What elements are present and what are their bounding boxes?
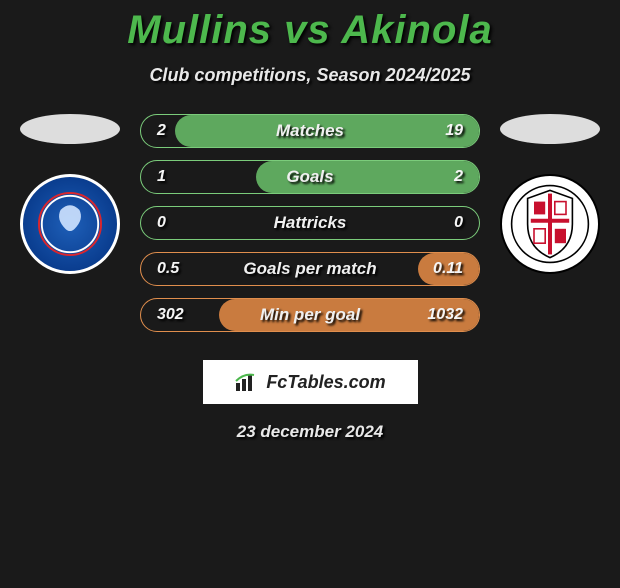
watermark-text: FcTables.com [266,372,385,393]
stat-row: 2 Matches 19 [140,114,480,148]
stat-row: 1 Goals 2 [140,160,480,194]
watermark: FcTables.com [203,360,418,404]
stat-label: Goals per match [243,259,376,279]
stats-list: 2 Matches 19 1 Goals 2 0 Hattricks 0 0.5 Goals per… [140,114,480,332]
bars-icon [234,371,260,393]
stat-row: 302 Min per goal 1032 [140,298,480,332]
player-left-column [20,114,120,274]
page-title: Mullins vs Akinola [0,8,620,53]
stat-row: 0 Hattricks 0 [140,206,480,240]
club-badge-right [500,174,600,274]
stat-value-left: 0.5 [157,260,179,278]
stat-label: Goals [286,167,333,187]
shield-lion-icon [23,177,117,271]
stat-value-right: 0.11 [433,260,463,278]
stat-value-left: 0 [157,214,166,232]
player-left-photo [20,114,120,144]
shield-cross-icon [510,184,590,264]
stat-label: Min per goal [260,305,360,325]
player-right-photo [500,114,600,144]
stat-value-right: 2 [454,168,463,186]
stat-label: Hattricks [274,213,347,233]
subtitle: Club competitions, Season 2024/2025 [0,65,620,86]
stat-label: Matches [276,121,344,141]
stat-value-left: 2 [157,122,166,140]
stat-row: 0.5 Goals per match 0.11 [140,252,480,286]
stat-value-right: 19 [445,122,463,140]
stat-value-right: 0 [454,214,463,232]
date-label: 23 december 2024 [0,422,620,442]
club-badge-left [20,174,120,274]
stat-value-right: 1032 [427,306,463,324]
stat-value-left: 302 [157,306,184,324]
stat-value-left: 1 [157,168,166,186]
comparison-panel: 2 Matches 19 1 Goals 2 0 Hattricks 0 0.5 Goals per… [0,114,620,332]
player-right-column [500,114,600,274]
